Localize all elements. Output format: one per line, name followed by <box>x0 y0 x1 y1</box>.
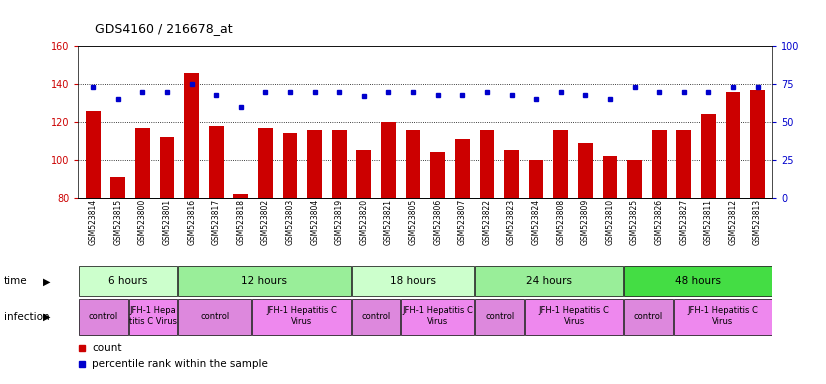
Text: GSM523824: GSM523824 <box>532 199 540 245</box>
Bar <box>750 90 765 198</box>
Bar <box>529 160 544 198</box>
Bar <box>332 129 347 198</box>
Text: control: control <box>88 311 118 321</box>
Text: JFH-1 Hepatitis C
Virus: JFH-1 Hepatitis C Virus <box>539 306 610 326</box>
FancyBboxPatch shape <box>352 266 474 296</box>
Bar <box>504 151 519 198</box>
Text: time: time <box>4 276 28 286</box>
Text: JFH-1 Hepa
titis C Virus: JFH-1 Hepa titis C Virus <box>129 306 177 326</box>
Bar <box>159 137 174 198</box>
Bar <box>480 129 494 198</box>
Text: control: control <box>200 311 230 321</box>
FancyBboxPatch shape <box>476 266 623 296</box>
Text: GSM523822: GSM523822 <box>482 199 491 245</box>
Bar <box>701 114 715 198</box>
Text: GSM523812: GSM523812 <box>729 199 738 245</box>
Text: JFH-1 Hepatitis C
Virus: JFH-1 Hepatitis C Virus <box>687 306 758 326</box>
Text: GSM523818: GSM523818 <box>236 199 245 245</box>
FancyBboxPatch shape <box>624 266 771 296</box>
Text: GSM523808: GSM523808 <box>556 199 565 245</box>
Text: GSM523803: GSM523803 <box>286 199 295 245</box>
FancyBboxPatch shape <box>352 299 400 335</box>
Text: GSM523801: GSM523801 <box>163 199 172 245</box>
Text: GSM523800: GSM523800 <box>138 199 147 245</box>
Text: GSM523815: GSM523815 <box>113 199 122 245</box>
Text: GSM523802: GSM523802 <box>261 199 270 245</box>
FancyBboxPatch shape <box>79 299 127 335</box>
Text: GSM523827: GSM523827 <box>679 199 688 245</box>
Bar <box>676 129 691 198</box>
Bar <box>258 127 273 198</box>
Text: 12 hours: 12 hours <box>241 276 287 286</box>
Bar <box>381 122 396 198</box>
Text: GSM523809: GSM523809 <box>581 199 590 245</box>
Bar <box>282 133 297 198</box>
Text: GDS4160 / 216678_at: GDS4160 / 216678_at <box>95 22 233 35</box>
Text: GSM523810: GSM523810 <box>605 199 615 245</box>
Bar <box>652 129 667 198</box>
Bar <box>135 127 150 198</box>
Text: infection: infection <box>4 312 50 322</box>
Text: GSM523811: GSM523811 <box>704 199 713 245</box>
Bar <box>627 160 642 198</box>
FancyBboxPatch shape <box>624 299 672 335</box>
Text: JFH-1 Hepatitis C
Virus: JFH-1 Hepatitis C Virus <box>266 306 337 326</box>
Text: GSM523813: GSM523813 <box>753 199 762 245</box>
Text: GSM523821: GSM523821 <box>384 199 393 245</box>
Text: GSM523816: GSM523816 <box>188 199 196 245</box>
Bar <box>553 129 568 198</box>
Bar <box>209 126 224 198</box>
FancyBboxPatch shape <box>401 299 474 335</box>
Text: count: count <box>92 343 121 353</box>
Bar <box>86 111 101 198</box>
Text: ▶: ▶ <box>43 276 50 286</box>
Text: ▶: ▶ <box>43 312 50 322</box>
Text: GSM523825: GSM523825 <box>630 199 639 245</box>
Text: control: control <box>485 311 515 321</box>
Text: GSM523814: GSM523814 <box>88 199 97 245</box>
Text: GSM523804: GSM523804 <box>311 199 319 245</box>
Text: GSM523817: GSM523817 <box>211 199 221 245</box>
Text: percentile rank within the sample: percentile rank within the sample <box>92 359 268 369</box>
FancyBboxPatch shape <box>525 299 623 335</box>
Text: control: control <box>634 311 663 321</box>
Bar <box>578 143 593 198</box>
FancyBboxPatch shape <box>178 266 350 296</box>
Bar <box>602 156 617 198</box>
Text: JFH-1 Hepatitis C
Virus: JFH-1 Hepatitis C Virus <box>402 306 473 326</box>
FancyBboxPatch shape <box>129 299 177 335</box>
Text: 6 hours: 6 hours <box>108 276 148 286</box>
Text: 18 hours: 18 hours <box>390 276 436 286</box>
FancyBboxPatch shape <box>476 299 524 335</box>
Text: GSM523823: GSM523823 <box>507 199 516 245</box>
Bar <box>430 152 445 198</box>
Text: GSM523807: GSM523807 <box>458 199 467 245</box>
Bar <box>234 194 249 198</box>
Bar <box>406 129 420 198</box>
Bar <box>184 73 199 198</box>
Text: GSM523826: GSM523826 <box>655 199 663 245</box>
Bar <box>111 177 126 198</box>
Text: 48 hours: 48 hours <box>675 276 721 286</box>
Text: GSM523819: GSM523819 <box>335 199 344 245</box>
Bar <box>725 92 740 198</box>
Text: GSM523820: GSM523820 <box>359 199 368 245</box>
Bar <box>357 151 371 198</box>
FancyBboxPatch shape <box>79 266 177 296</box>
Text: control: control <box>361 311 391 321</box>
Text: GSM523805: GSM523805 <box>409 199 418 245</box>
Text: 24 hours: 24 hours <box>526 276 572 286</box>
FancyBboxPatch shape <box>253 299 350 335</box>
Bar <box>455 139 470 198</box>
FancyBboxPatch shape <box>178 299 251 335</box>
Text: GSM523806: GSM523806 <box>433 199 442 245</box>
Bar <box>307 129 322 198</box>
FancyBboxPatch shape <box>674 299 771 335</box>
